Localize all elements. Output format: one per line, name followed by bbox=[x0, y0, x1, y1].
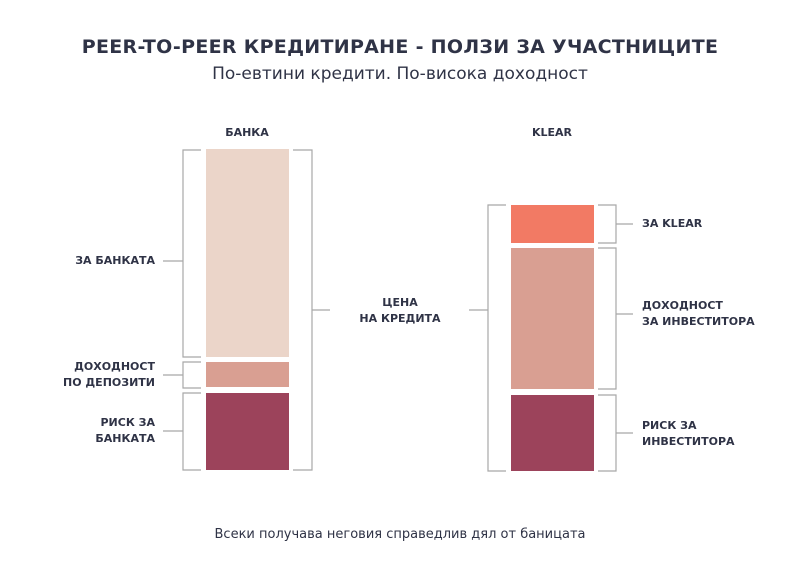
label-bank-risk: РИСК ЗА БАНКАТА bbox=[20, 415, 155, 447]
label-klear-share: ЗА KLEAR bbox=[642, 216, 702, 232]
label-line: ДОХОДНОСТ bbox=[642, 299, 723, 312]
bank-column-label: БАНКА bbox=[225, 126, 269, 139]
label-line: ЦЕНА bbox=[382, 296, 418, 309]
label-line: РИСК ЗА bbox=[642, 419, 697, 432]
klear-segment-investor-yield bbox=[511, 248, 594, 389]
label-line: РИСК ЗА bbox=[100, 416, 156, 429]
label-bank-share: ЗА БАНКАТА bbox=[20, 253, 155, 269]
label-line: ИНВЕСТИТОРА bbox=[642, 435, 735, 448]
page-title: PEER-TO-PEER КРЕДИТИРАНЕ - ПОЛЗИ ЗА УЧАС… bbox=[81, 36, 719, 58]
klear-segment-klear-share bbox=[511, 205, 594, 243]
footer-caption: Всеки получава неговия справедлив дял от… bbox=[214, 527, 586, 542]
label-investor-risk: РИСК ЗА ИНВЕСТИТОРА bbox=[642, 418, 735, 450]
bank-segment-deposit-yield bbox=[206, 362, 289, 387]
label-deposit-yield: ДОХОДНОСТ ПО ДЕПОЗИТИ bbox=[20, 359, 155, 391]
page-subtitle: По-евтини кредити. По-висока доходност bbox=[212, 64, 588, 84]
label-line: ЗА KLEAR bbox=[642, 217, 703, 230]
label-line: ЗА ИНВЕСТИТОРА bbox=[642, 315, 755, 328]
bank-segment-bank-risk bbox=[206, 393, 289, 470]
label-loan-price: ЦЕНА НА КРЕДИТА bbox=[340, 295, 460, 327]
label-line: ДОХОДНОСТ bbox=[74, 360, 155, 373]
klear-column-label: KLEAR bbox=[531, 126, 573, 139]
label-line: ПО ДЕПОЗИТИ bbox=[63, 376, 155, 389]
bank-segment-bank-share bbox=[206, 149, 289, 357]
label-line: НА КРЕДИТА bbox=[359, 312, 441, 325]
label-investor-yield: ДОХОДНОСТ ЗА ИНВЕСТИТОРА bbox=[642, 298, 755, 330]
brackets bbox=[163, 149, 633, 472]
klear-segment-investor-risk bbox=[511, 395, 594, 471]
label-line: БАНКАТА bbox=[95, 432, 155, 445]
label-line: ЗА БАНКАТА bbox=[75, 254, 155, 267]
